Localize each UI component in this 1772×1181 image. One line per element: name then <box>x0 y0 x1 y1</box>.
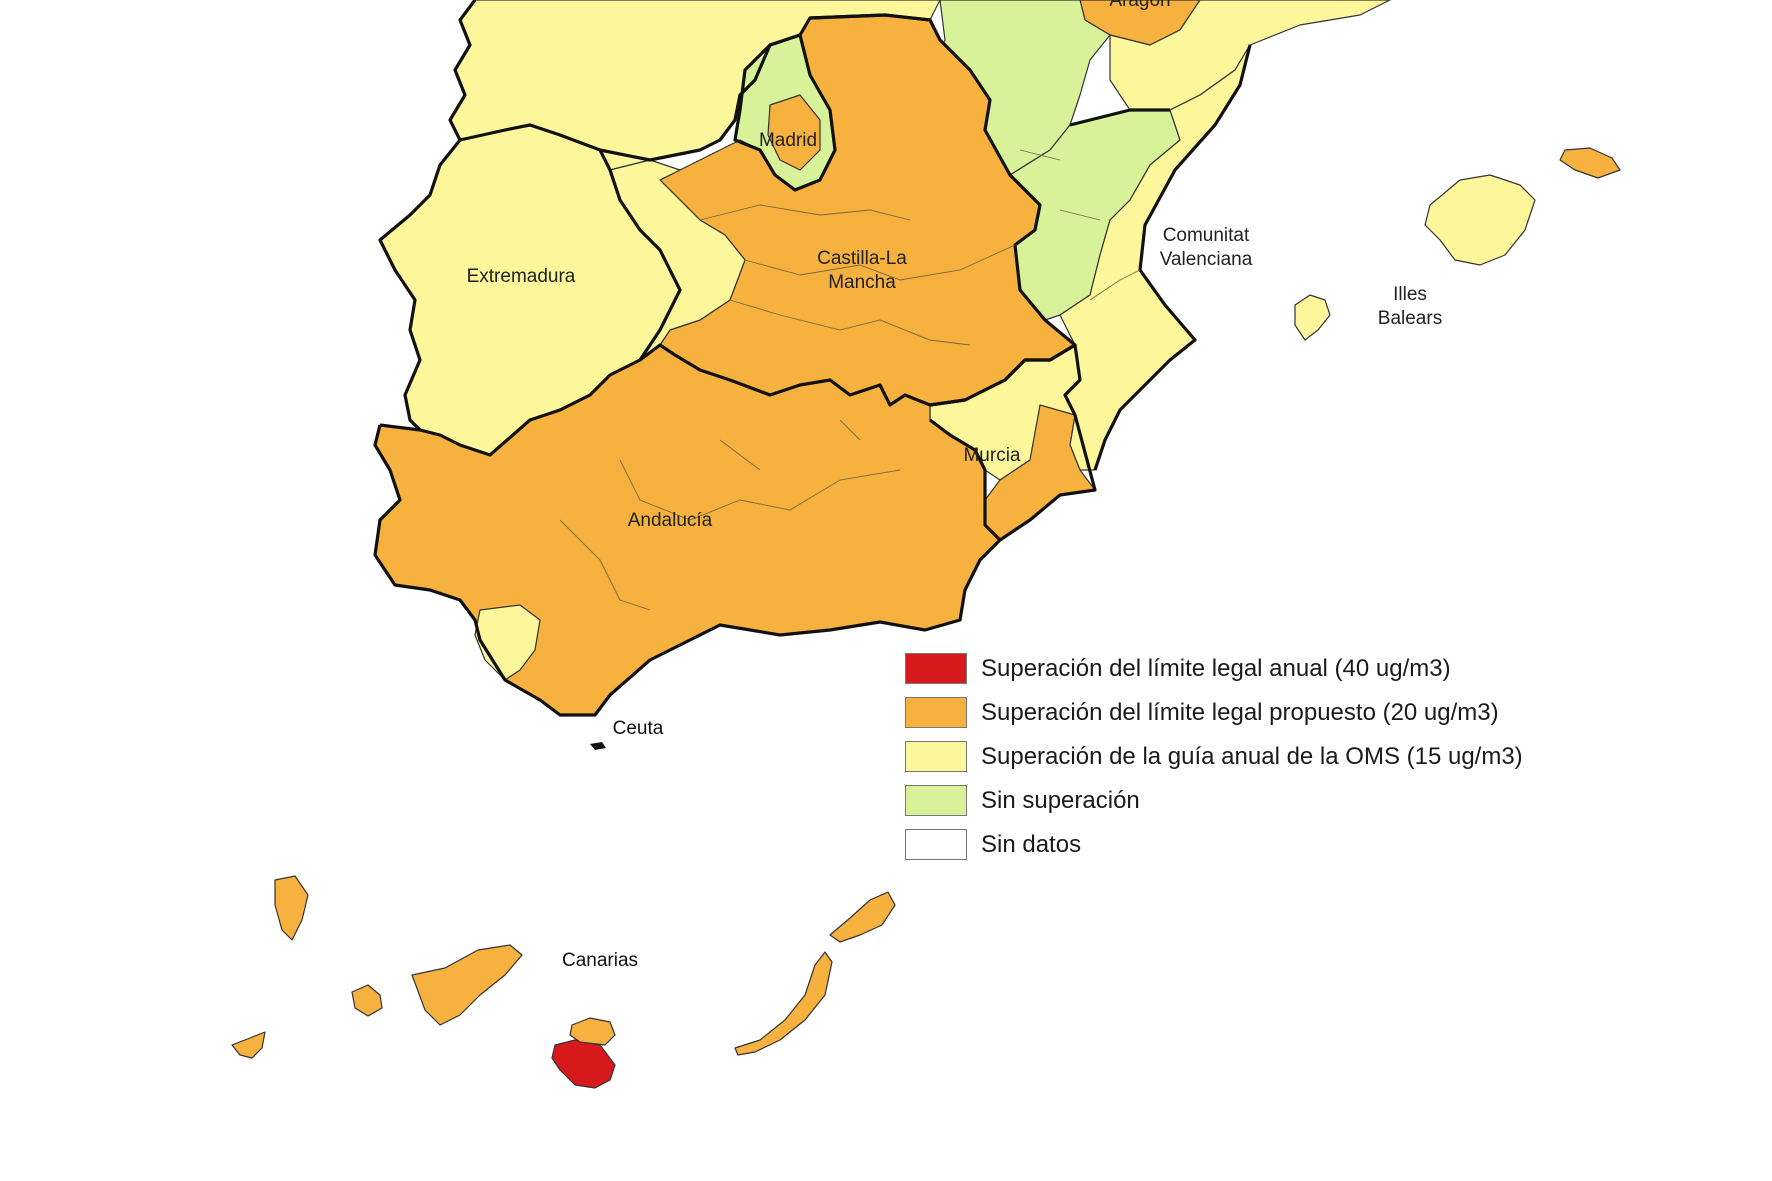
ceuta-marker <box>590 742 606 750</box>
label-illes-balears-2: Balears <box>1378 308 1442 329</box>
legend-label: Superación del límite legal anual (40 ug… <box>981 654 1451 682</box>
label-comunitat-valenciana-2: Valenciana <box>1160 249 1253 270</box>
legend-label: Superación del límite legal propuesto (2… <box>981 698 1499 726</box>
island-fuerteventura <box>734 951 833 1056</box>
border-andalucia <box>373 398 1002 717</box>
legend-label: Sin datos <box>981 830 1082 858</box>
legend-swatch-orange <box>905 697 967 728</box>
region-cadiz-yellow <box>474 604 541 681</box>
border-valencia <box>1069 44 1252 471</box>
border-murcia <box>964 343 1097 542</box>
legend-item: Sin superación <box>905 782 1625 819</box>
legend: Superación del límite legal anual (40 ug… <box>905 650 1625 870</box>
legend-swatch-yellow <box>905 741 967 772</box>
label-madrid: Madrid <box>759 130 817 151</box>
legend-swatch-green <box>905 785 967 816</box>
island-tenerife <box>411 944 523 1026</box>
label-murcia: Murcia <box>963 445 1020 466</box>
label-castilla-la-mancha-1: Castilla-La <box>817 248 907 269</box>
label-castilla-la-mancha-2: Mancha <box>828 272 896 293</box>
legend-item: Superación de la guía anual de la OMS (1… <box>905 738 1625 775</box>
legend-item: Superación del límite legal propuesto (2… <box>905 694 1625 731</box>
province-lines <box>559 149 1141 611</box>
label-aragon: Aragón <box>1109 0 1170 11</box>
island-ibiza <box>1294 294 1331 341</box>
island-lanzarote <box>829 891 896 943</box>
legend-item: Sin datos <box>905 826 1625 863</box>
label-andalucia: Andalucía <box>628 510 713 531</box>
legend-item: Superación del límite legal anual (40 ug… <box>905 650 1625 687</box>
island-la-palma <box>274 875 309 941</box>
border-extremadura <box>378 123 682 457</box>
legend-swatch-red <box>905 653 967 684</box>
label-comunitat-valenciana-1: Comunitat <box>1163 225 1250 246</box>
legend-swatch-white <box>905 829 967 860</box>
island-gran-canaria-north <box>569 1017 616 1046</box>
label-illes-balears-1: Illes <box>1393 284 1427 305</box>
label-ceuta: Ceuta <box>613 718 664 739</box>
region-madrid-orange <box>767 94 821 171</box>
island-la-gomera <box>351 984 383 1017</box>
island-mallorca <box>1424 174 1536 266</box>
legend-label: Superación de la guía anual de la OMS (1… <box>981 742 1523 770</box>
border-castilla-leon <box>448 0 931 162</box>
label-extremadura: Extremadura <box>467 266 576 287</box>
legend-label: Sin superación <box>981 786 1140 814</box>
island-el-hierro <box>231 1031 266 1059</box>
island-menorca <box>1559 147 1621 179</box>
island-gran-canaria <box>551 1039 616 1089</box>
label-canarias: Canarias <box>562 950 638 971</box>
